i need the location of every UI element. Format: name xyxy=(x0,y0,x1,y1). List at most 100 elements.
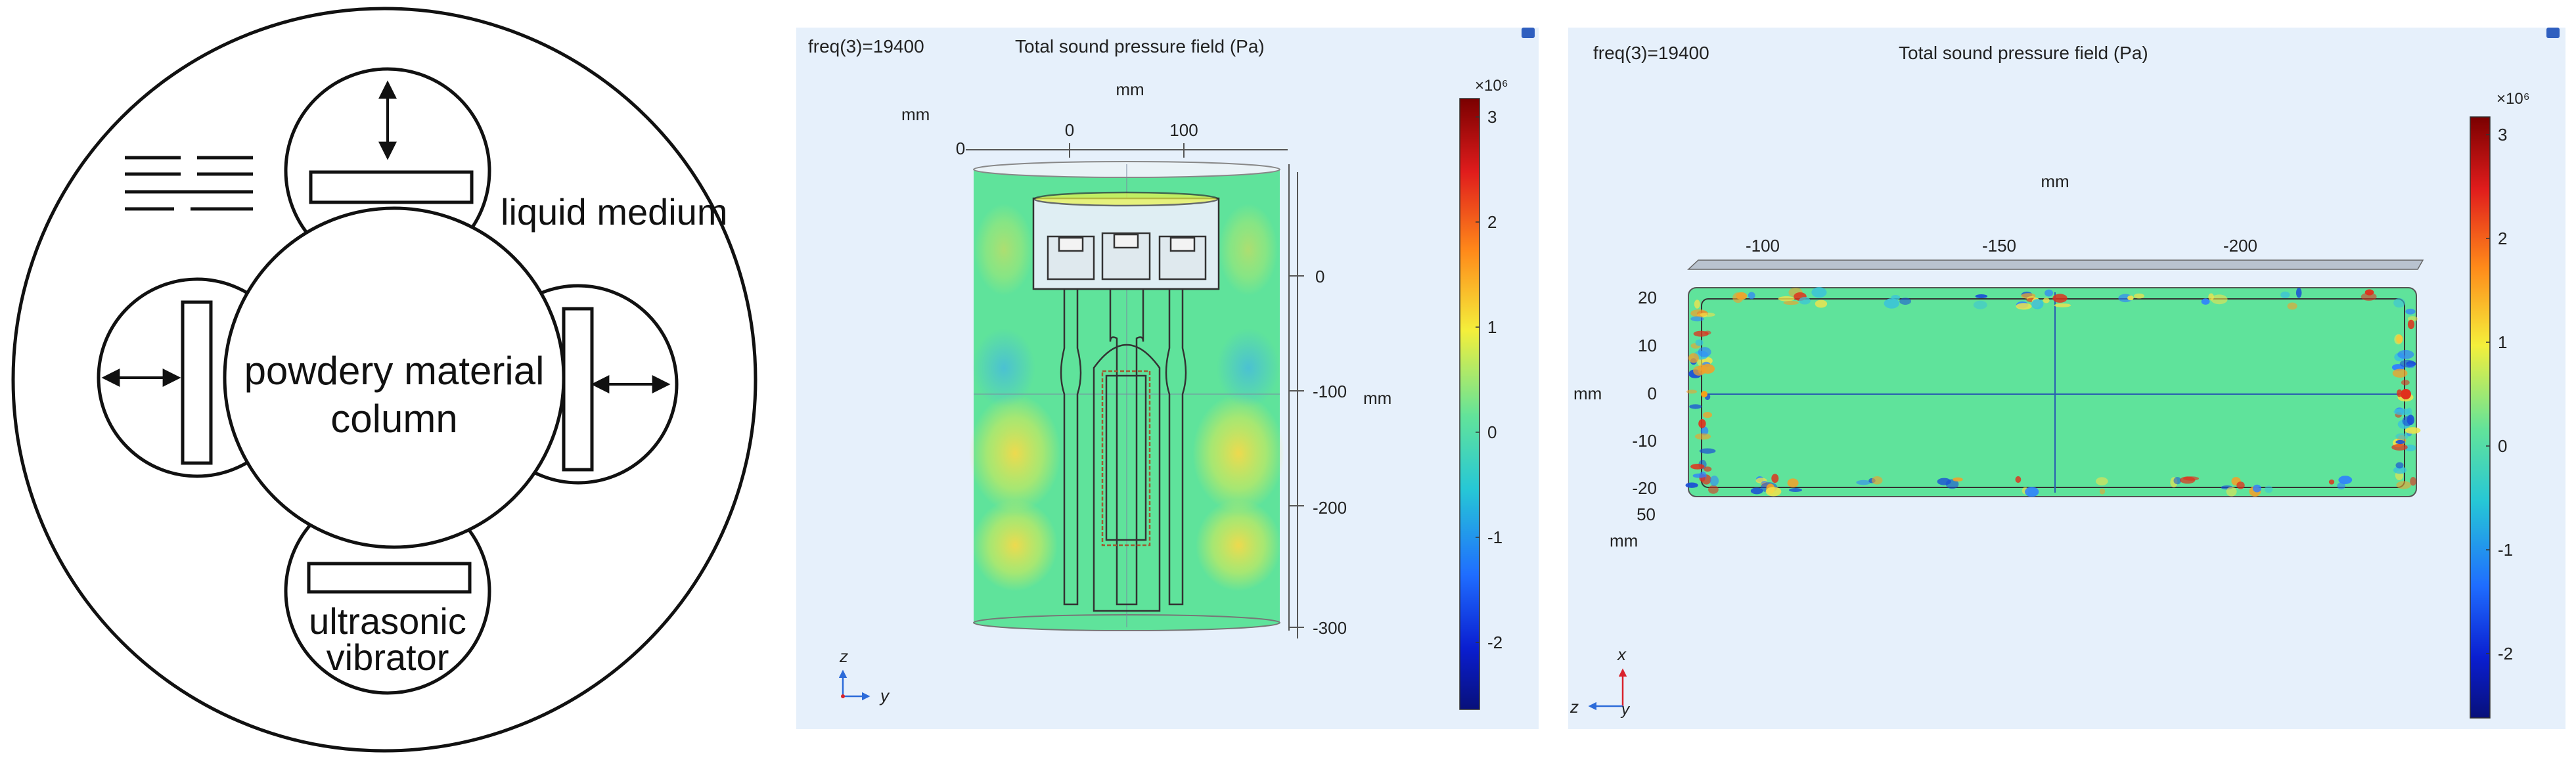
field-speckle xyxy=(2391,443,2408,451)
field-speckle xyxy=(1698,347,1711,357)
field-speckle xyxy=(2338,476,2353,484)
top-colorbar-tick-label: 0 xyxy=(2498,436,2507,456)
field-speckle xyxy=(2134,293,2144,299)
field-speckle xyxy=(1953,477,1963,482)
top-view-triad: x z y xyxy=(1570,644,1631,719)
field-speckle xyxy=(1815,300,1828,308)
side-view-rig xyxy=(1032,191,1220,612)
field-speckle xyxy=(2052,294,2068,303)
field-speckle xyxy=(2394,334,2403,345)
top-view-panel: freq(3)=19400 Total sound pressure field… xyxy=(1568,28,2565,729)
field-speckle xyxy=(1703,412,1712,418)
side-view-tick-right-200: -200 xyxy=(1313,498,1347,518)
side-view-tick-right-100: -100 xyxy=(1313,382,1347,401)
field-speckle xyxy=(2016,303,2032,310)
top-view-tick-left-0: 0 xyxy=(1648,384,1657,403)
field-speckle xyxy=(2407,414,2414,425)
side-view-colorbar-exp: ×10⁶ xyxy=(1475,77,1508,95)
field-speckle xyxy=(2397,349,2414,359)
field-speckle xyxy=(2328,480,2335,485)
side-view-tick-top-0a: 0 xyxy=(956,139,965,158)
vibrator-label-line1: ultrasonic xyxy=(309,600,466,642)
field-speckle xyxy=(1694,433,1711,440)
side-view-tick-right-300: -300 xyxy=(1313,618,1347,638)
field-speckle xyxy=(1709,476,1719,486)
side-view-freq: freq(3)=19400 xyxy=(808,36,924,56)
top-view-tick-bottom-50: 50 xyxy=(1637,504,1656,524)
field-speckle xyxy=(1789,488,1802,492)
field-speckle xyxy=(2393,298,2405,308)
top-view-tick-left-neg10: -10 xyxy=(1632,431,1657,451)
side-colorbar-tick-label: -2 xyxy=(1487,633,1503,652)
field-speckle xyxy=(2395,433,2408,440)
plate-left xyxy=(181,300,213,465)
field-speckle xyxy=(2395,462,2404,469)
top-view-axis-up: x xyxy=(1616,644,1627,664)
field-speckle xyxy=(2201,298,2210,305)
field-speckle xyxy=(1975,294,1988,298)
side-view-axis-right: y xyxy=(879,686,890,705)
field-speckle xyxy=(2401,380,2410,386)
field-speckle xyxy=(2043,298,2050,303)
side-view-badge[interactable] xyxy=(1522,28,1535,38)
outer-vessel xyxy=(11,7,757,753)
schematic-labels: powdery material column liquid medium ul… xyxy=(244,191,728,678)
plate-top xyxy=(309,170,474,204)
top-view-axis-ramp xyxy=(1687,259,2424,270)
side-view-tick-right-0: 0 xyxy=(1315,267,1324,286)
field-speckle xyxy=(1701,364,1715,374)
field-speckle xyxy=(2211,294,2228,305)
field-speckle xyxy=(1704,466,1712,472)
side-colorbar-tick-label: -1 xyxy=(1487,527,1503,547)
top-view-tick-top-100: -100 xyxy=(1746,236,1780,256)
top-colorbar-tick-label: -1 xyxy=(2498,540,2513,560)
field-speckle xyxy=(2392,369,2408,378)
top-view-colorbar: 3 2 1 0 -1 -2 ×10⁶ xyxy=(2470,90,2530,719)
field-speckle xyxy=(2099,488,2106,495)
field-speckle xyxy=(1884,298,1899,309)
field-speckle xyxy=(1748,292,1755,300)
field-speckle xyxy=(1699,448,1716,454)
field-speckle xyxy=(1708,485,1719,494)
field-speckle xyxy=(2405,427,2421,434)
top-colorbar-tick-label: 1 xyxy=(2498,332,2507,352)
field-speckle xyxy=(2280,291,2290,298)
field-speckle xyxy=(1698,419,1706,428)
field-speckle xyxy=(2236,481,2245,489)
liquid-symbol xyxy=(125,156,253,211)
side-view-tick-top-0b: 0 xyxy=(1065,120,1074,140)
top-view-badge[interactable] xyxy=(2546,28,2560,38)
field-speckle xyxy=(1783,300,1799,305)
side-view-title: Total sound pressure field (Pa) xyxy=(1015,36,1265,56)
top-view-tick-left-20: 20 xyxy=(1638,288,1657,307)
top-view-edge-speckles xyxy=(1685,287,2421,497)
vibrator-label-line2: vibrator xyxy=(327,637,449,678)
field-speckle xyxy=(1771,474,1779,483)
field-speckle xyxy=(1799,297,1811,305)
top-view-unit-bottom: mm xyxy=(1610,531,1638,550)
field-speckle xyxy=(1811,287,1827,298)
field-speckle xyxy=(2031,299,2044,309)
top-view-title: Total sound pressure field (Pa) xyxy=(1899,43,2148,63)
field-speckle xyxy=(1685,482,1698,488)
top-view-freq: freq(3)=19400 xyxy=(1593,43,1709,63)
top-view-tick-left-neg20: -20 xyxy=(1632,478,1657,498)
side-view-axis-up: z xyxy=(839,646,848,666)
field-speckle xyxy=(2407,319,2415,330)
field-speckle xyxy=(1690,316,1704,322)
field-speckle xyxy=(2253,484,2261,493)
top-view-axis-origin: y xyxy=(1620,701,1631,719)
field-speckle xyxy=(1700,312,1715,317)
field-speckle xyxy=(2287,302,2297,310)
side-view-colorbar-ticks: 3 2 1 0 -1 -2 xyxy=(1476,107,1503,652)
field-speckle xyxy=(1973,300,1987,309)
field-speckle xyxy=(2405,308,2416,315)
top-view-field xyxy=(1685,287,2421,497)
top-view-tick-top-150: -150 xyxy=(1982,236,2016,256)
field-speckle xyxy=(2337,482,2345,490)
top-view-tick-top-200: -200 xyxy=(2223,236,2257,256)
field-speckle xyxy=(1688,353,1699,363)
liquid-medium-label: liquid medium xyxy=(501,191,728,233)
field-speckle xyxy=(2399,359,2416,368)
